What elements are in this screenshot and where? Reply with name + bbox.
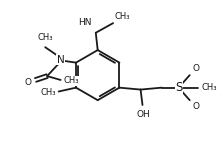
Text: CH₃: CH₃ — [37, 33, 53, 42]
Text: N: N — [57, 55, 64, 65]
Text: O: O — [192, 102, 200, 111]
Text: O: O — [25, 78, 32, 87]
Text: O: O — [192, 64, 200, 73]
Text: S: S — [175, 81, 183, 94]
Text: HN: HN — [78, 18, 92, 27]
Text: CH₃: CH₃ — [64, 76, 79, 85]
Text: CH₃: CH₃ — [201, 83, 217, 92]
Text: CH₃: CH₃ — [114, 12, 130, 21]
Text: OH: OH — [137, 110, 150, 119]
Text: CH₃: CH₃ — [40, 88, 56, 97]
